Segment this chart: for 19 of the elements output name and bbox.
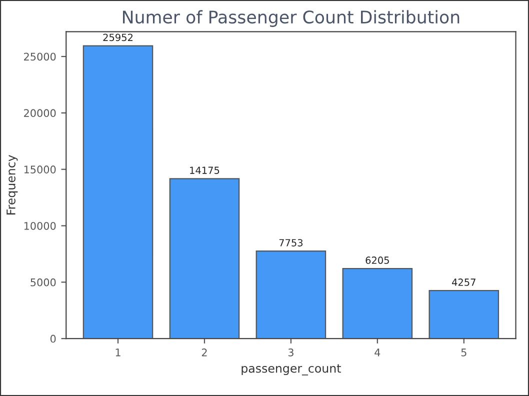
x-tick-label: 5 bbox=[461, 348, 466, 356]
x-tick-label: 2 bbox=[202, 348, 207, 356]
y-tick-label: 15000 bbox=[24, 166, 56, 174]
y-tick-label: 0 bbox=[50, 334, 56, 343]
data-label: 4257 bbox=[452, 278, 476, 286]
data-label: 6205 bbox=[366, 256, 389, 264]
y-tick-label: 5000 bbox=[30, 278, 56, 286]
x-tick-label: 1 bbox=[116, 348, 120, 356]
x-tick-label: 4 bbox=[374, 348, 380, 356]
y-tick-label: 25000 bbox=[24, 52, 56, 61]
x-axis-title: passenger_count bbox=[242, 364, 341, 376]
y-tick-label: 20000 bbox=[24, 109, 56, 118]
y-tick-label: 10000 bbox=[24, 222, 56, 230]
chart-title: Numer of Passenger Count Distribution bbox=[123, 10, 460, 27]
data-label: 25952 bbox=[103, 34, 132, 42]
y-axis-title: Frequency bbox=[6, 154, 18, 214]
data-label: 14175 bbox=[190, 166, 220, 174]
x-tick-label: 3 bbox=[288, 348, 294, 356]
data-label: 7753 bbox=[279, 239, 303, 246]
